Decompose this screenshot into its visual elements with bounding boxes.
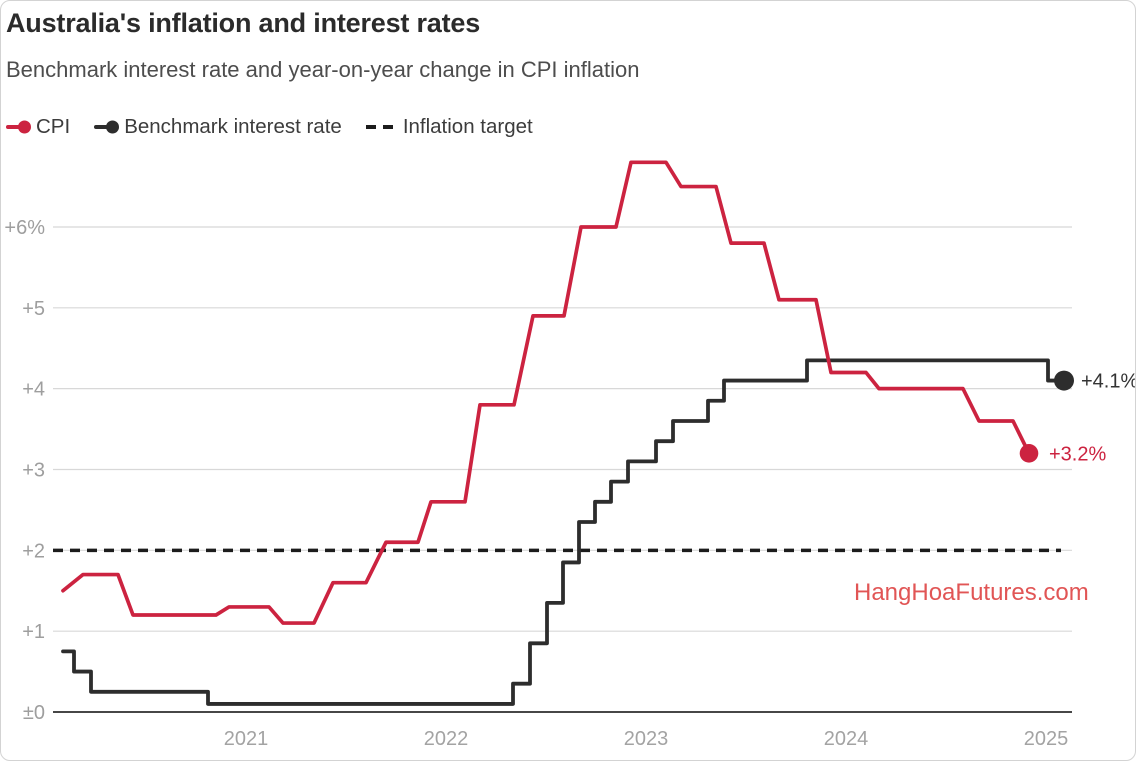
legend-item-benchmark-rate: Benchmark interest rate xyxy=(94,115,342,139)
watermark: HangHoaFutures.com xyxy=(854,579,1089,606)
y-tick-label: +3 xyxy=(22,459,45,481)
y-tick-label: +1 xyxy=(22,621,45,643)
y-tick-label: +4 xyxy=(22,379,45,401)
x-tick-label: 2024 xyxy=(824,728,869,750)
cpi-end-label: +3.2% xyxy=(1049,443,1106,465)
y-tick-label: +5 xyxy=(22,298,45,320)
y-tick-label: ±0 xyxy=(23,702,45,724)
legend-label-cpi: CPI xyxy=(36,115,71,138)
legend-label-inflation-target: Inflation target xyxy=(402,115,533,138)
cpi-end-dot xyxy=(1019,444,1039,463)
cpi-line xyxy=(61,160,1031,625)
legend-item-inflation-target: Inflation target xyxy=(365,115,533,139)
benchmark-rate-line xyxy=(61,358,1066,706)
dashed-line-icon xyxy=(365,125,393,129)
chart-subtitle: Benchmark interest rate and year-on-year… xyxy=(6,57,640,82)
page-title: Australia's inflation and interest rates xyxy=(6,8,481,38)
x-tick-label: 2021 xyxy=(224,728,269,750)
x-tick-label: 2022 xyxy=(424,728,469,750)
benchmark-end-dot xyxy=(1054,370,1074,391)
cpi-line-dot-icon xyxy=(6,125,26,129)
y-tick-label: +2 xyxy=(22,540,45,562)
legend: CPI Benchmark interest rate Inflation ta… xyxy=(6,113,557,141)
benchmark-end-label: +4.1% xyxy=(1081,371,1136,393)
benchmark-line-dot-icon xyxy=(94,125,115,129)
x-tick-label: 2025 xyxy=(1024,728,1069,750)
legend-item-cpi: CPI xyxy=(6,115,70,139)
x-tick-label: 2023 xyxy=(624,728,669,750)
y-tick-label: +6% xyxy=(4,217,45,239)
legend-label-benchmark-rate: Benchmark interest rate xyxy=(124,115,342,138)
